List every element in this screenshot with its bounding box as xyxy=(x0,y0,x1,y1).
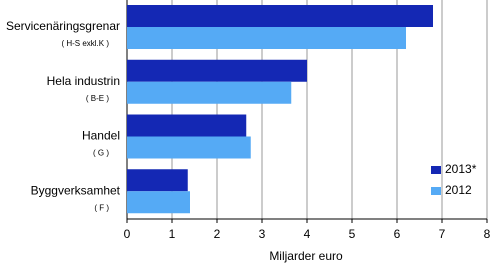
y-tick-label: Byggverksamhet xyxy=(31,183,121,197)
x-tick-label: 6 xyxy=(394,227,401,241)
legend-swatch xyxy=(431,166,441,174)
bar xyxy=(127,136,251,159)
x-axis-label: Miljarder euro xyxy=(269,249,343,263)
y-tick-sublabel: ( H-S exkl.K ) xyxy=(61,39,109,48)
x-tick-label: 7 xyxy=(439,227,446,241)
y-tick-label: Servicenäringsgrenar xyxy=(6,19,120,33)
legend-swatch xyxy=(431,187,441,195)
x-tick-label: 4 xyxy=(304,227,311,241)
x-tick-label: 2 xyxy=(214,227,221,241)
legend-label: 2013* xyxy=(445,162,477,176)
bar xyxy=(127,169,188,192)
x-tick-label: 0 xyxy=(124,227,131,241)
bar xyxy=(127,191,190,214)
x-tick-label: 5 xyxy=(349,227,356,241)
bar xyxy=(127,81,292,104)
x-tick-label: 1 xyxy=(169,227,176,241)
y-tick-label: Handel xyxy=(82,129,120,143)
legend-label: 2012 xyxy=(445,183,472,197)
bar xyxy=(127,114,247,137)
bar xyxy=(127,59,307,82)
y-tick-sublabel: ( B-E ) xyxy=(86,94,109,103)
bar xyxy=(127,27,406,49)
x-tick-label: 8 xyxy=(484,227,491,241)
y-tick-label: Hela industrin xyxy=(47,74,120,88)
bar xyxy=(127,5,433,27)
y-tick-sublabel: ( G ) xyxy=(93,149,109,158)
y-tick-sublabel: ( F ) xyxy=(94,203,109,212)
x-tick-label: 3 xyxy=(259,227,266,241)
